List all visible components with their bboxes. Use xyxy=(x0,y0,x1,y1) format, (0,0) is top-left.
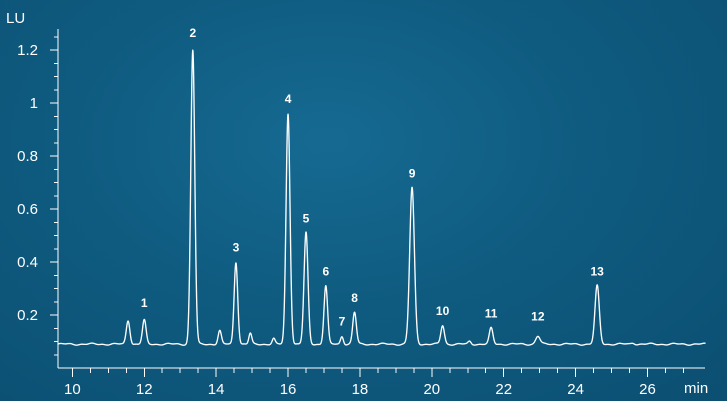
x-minor-ticks xyxy=(89,368,684,373)
x-tick-label: 22 xyxy=(495,381,512,398)
peak-label: 2 xyxy=(189,26,196,40)
peak-label: 1 xyxy=(141,296,148,310)
peak-label: 6 xyxy=(322,264,329,278)
y-tick-label: 1 xyxy=(30,95,38,112)
peak-label: 4 xyxy=(285,92,292,106)
peak-label: 8 xyxy=(351,291,358,305)
peak-label: 12 xyxy=(531,309,545,323)
chromatogram-trace xyxy=(57,49,706,346)
peak-label: 5 xyxy=(303,211,310,225)
x-tick-label: 10 xyxy=(64,381,81,398)
x-tick-label: 20 xyxy=(423,381,440,398)
x-axis-label: min xyxy=(684,380,708,397)
x-tick-label: 26 xyxy=(639,381,656,398)
y-tick-label: 0.8 xyxy=(17,148,38,165)
x-tick-label: 18 xyxy=(352,381,369,398)
peak-label: 11 xyxy=(485,307,498,321)
x-ticks: 10 12 14 16 18 20 22 24 26 xyxy=(64,368,656,398)
peak-label: 9 xyxy=(409,166,416,180)
y-tick-label: 1.2 xyxy=(17,42,38,59)
y-minor-ticks xyxy=(54,36,58,356)
peak-label: 3 xyxy=(233,240,240,254)
y-ticks: 0.2 0.4 0.6 0.8 1 1.2 xyxy=(17,42,58,324)
x-tick-label: 16 xyxy=(280,381,297,398)
x-tick-label: 14 xyxy=(208,381,225,398)
y-tick-label: 0.4 xyxy=(17,254,38,271)
peak-label: 7 xyxy=(339,315,346,329)
x-tick-label: 24 xyxy=(567,381,584,398)
x-tick-label: 12 xyxy=(136,381,153,398)
peak-label: 10 xyxy=(436,304,450,318)
y-tick-label: 0.2 xyxy=(17,307,38,324)
peak-label: 13 xyxy=(590,264,604,278)
y-tick-label: 0.6 xyxy=(17,201,38,218)
y-axis-label: LU xyxy=(6,10,25,27)
